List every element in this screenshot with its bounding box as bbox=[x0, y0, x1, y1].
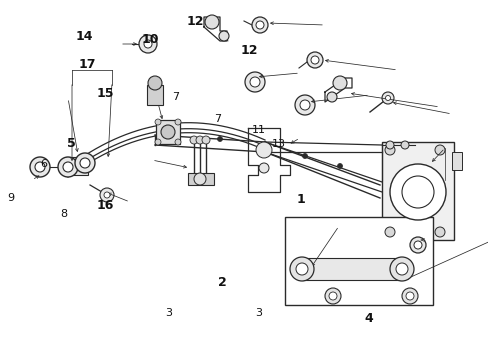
Text: 16: 16 bbox=[96, 199, 114, 212]
Circle shape bbox=[384, 227, 394, 237]
Text: 15: 15 bbox=[96, 87, 114, 100]
Circle shape bbox=[196, 136, 203, 144]
Text: 5: 5 bbox=[66, 138, 75, 150]
Text: 10: 10 bbox=[142, 33, 159, 46]
Circle shape bbox=[384, 145, 394, 155]
Circle shape bbox=[325, 288, 340, 304]
Bar bbox=[187, 173, 214, 185]
Circle shape bbox=[385, 95, 390, 100]
Circle shape bbox=[30, 157, 50, 177]
Bar bbox=[156, 120, 180, 144]
Bar bbox=[147, 85, 163, 105]
Circle shape bbox=[302, 153, 307, 158]
Circle shape bbox=[139, 35, 157, 53]
Circle shape bbox=[256, 142, 271, 158]
Circle shape bbox=[244, 72, 264, 92]
Circle shape bbox=[219, 31, 228, 41]
Circle shape bbox=[401, 288, 417, 304]
Text: 4: 4 bbox=[364, 312, 373, 325]
Text: 3: 3 bbox=[255, 308, 262, 318]
Circle shape bbox=[401, 176, 433, 208]
Circle shape bbox=[155, 139, 161, 145]
Circle shape bbox=[389, 164, 445, 220]
Circle shape bbox=[217, 136, 222, 141]
Bar bbox=[302, 258, 401, 280]
Circle shape bbox=[294, 95, 314, 115]
Circle shape bbox=[204, 15, 219, 29]
Circle shape bbox=[326, 92, 336, 102]
Circle shape bbox=[332, 76, 346, 90]
Text: 9: 9 bbox=[7, 193, 14, 203]
Circle shape bbox=[143, 40, 152, 48]
Bar bbox=[66, 157, 88, 175]
Circle shape bbox=[299, 100, 309, 110]
Text: 1: 1 bbox=[296, 193, 305, 206]
Circle shape bbox=[434, 227, 444, 237]
Text: 7: 7 bbox=[214, 114, 221, 124]
Circle shape bbox=[175, 139, 181, 145]
Circle shape bbox=[395, 263, 407, 275]
Circle shape bbox=[389, 257, 413, 281]
Circle shape bbox=[249, 77, 260, 87]
Circle shape bbox=[202, 136, 209, 144]
Bar bbox=[451, 152, 461, 170]
Circle shape bbox=[155, 119, 161, 125]
Circle shape bbox=[328, 292, 336, 300]
Circle shape bbox=[161, 125, 175, 139]
Circle shape bbox=[385, 141, 393, 149]
Circle shape bbox=[35, 162, 45, 172]
Circle shape bbox=[104, 192, 110, 198]
Circle shape bbox=[190, 136, 198, 144]
Text: 12: 12 bbox=[186, 15, 204, 28]
Circle shape bbox=[251, 17, 267, 33]
Circle shape bbox=[413, 241, 421, 249]
Text: 14: 14 bbox=[75, 30, 93, 42]
Circle shape bbox=[75, 153, 95, 173]
Circle shape bbox=[148, 76, 162, 90]
Text: 7: 7 bbox=[172, 92, 179, 102]
Circle shape bbox=[310, 56, 318, 64]
Circle shape bbox=[405, 292, 413, 300]
Circle shape bbox=[381, 92, 393, 104]
Text: 17: 17 bbox=[78, 58, 96, 71]
Circle shape bbox=[337, 163, 342, 168]
Circle shape bbox=[63, 162, 73, 172]
Text: 12: 12 bbox=[240, 44, 258, 57]
Text: 6: 6 bbox=[41, 159, 47, 169]
Text: 13: 13 bbox=[271, 139, 285, 149]
Circle shape bbox=[400, 141, 408, 149]
Circle shape bbox=[409, 237, 425, 253]
Circle shape bbox=[161, 129, 169, 137]
Circle shape bbox=[58, 157, 78, 177]
Circle shape bbox=[259, 163, 268, 173]
Circle shape bbox=[306, 52, 323, 68]
Circle shape bbox=[434, 145, 444, 155]
Text: 11: 11 bbox=[252, 125, 265, 135]
Bar bbox=[381, 142, 453, 240]
Bar bbox=[285, 217, 432, 305]
Circle shape bbox=[289, 257, 313, 281]
Text: 2: 2 bbox=[218, 276, 226, 289]
Text: 3: 3 bbox=[165, 308, 172, 318]
Circle shape bbox=[295, 263, 307, 275]
Circle shape bbox=[194, 173, 205, 185]
Circle shape bbox=[175, 119, 181, 125]
Circle shape bbox=[256, 21, 264, 29]
Text: 8: 8 bbox=[60, 209, 67, 219]
Circle shape bbox=[100, 188, 114, 202]
Circle shape bbox=[80, 158, 90, 168]
